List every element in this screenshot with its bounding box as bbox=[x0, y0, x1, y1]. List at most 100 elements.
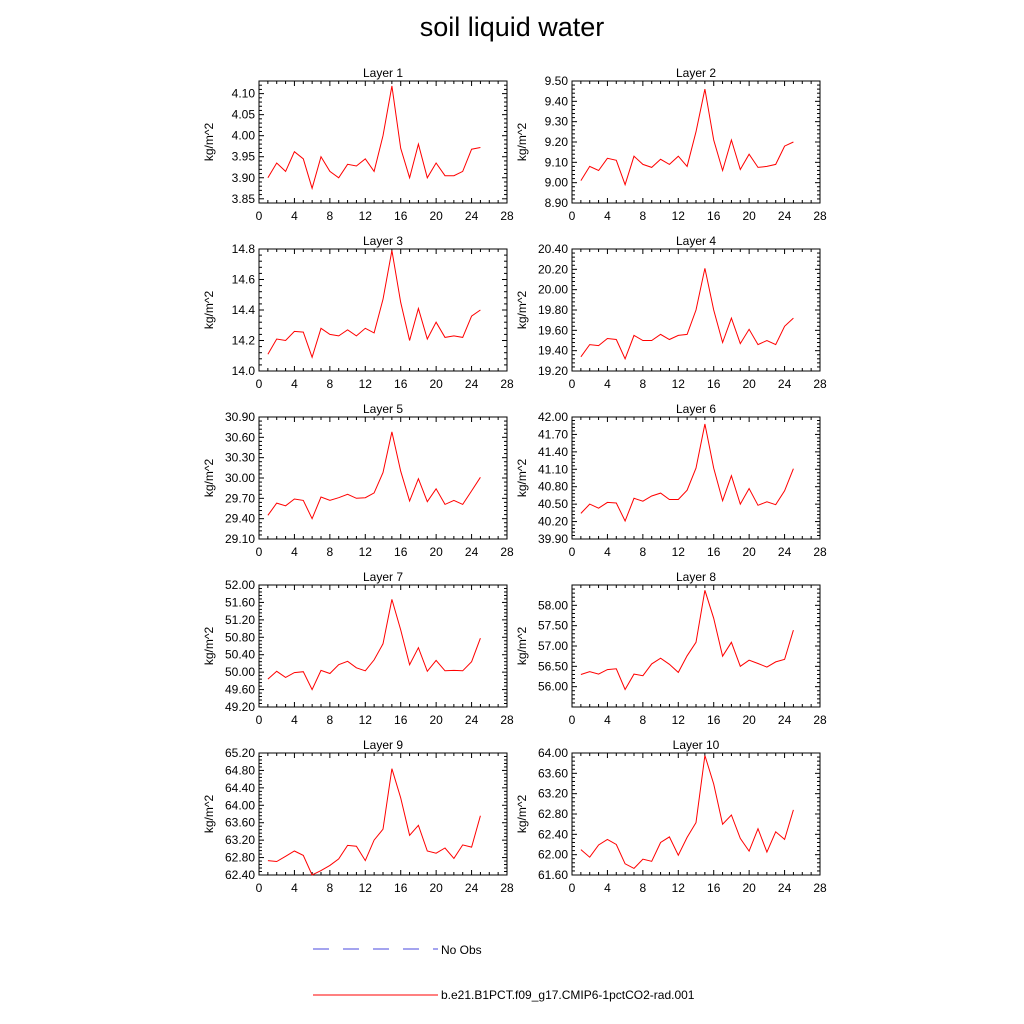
x-tick-label: 0 bbox=[256, 713, 263, 727]
x-tick-label: 4 bbox=[604, 545, 611, 559]
y-tick-label: 58.00 bbox=[538, 598, 568, 612]
y-tick-label: 40.80 bbox=[538, 480, 568, 494]
y-tick-label: 63.60 bbox=[538, 766, 568, 780]
panel-title: Layer 8 bbox=[676, 570, 716, 584]
y-tick-label: 49.60 bbox=[225, 683, 255, 697]
y-tick-label: 20.20 bbox=[538, 262, 568, 276]
x-tick-label: 20 bbox=[742, 209, 756, 223]
y-tick-label: 65.20 bbox=[225, 746, 255, 760]
x-tick-label: 24 bbox=[778, 209, 792, 223]
y-tick-label: 14.0 bbox=[232, 364, 256, 378]
x-tick-label: 12 bbox=[672, 545, 686, 559]
series-line bbox=[267, 431, 481, 520]
y-tick-label: 19.60 bbox=[538, 323, 568, 337]
x-tick-label: 20 bbox=[742, 545, 756, 559]
series-line bbox=[267, 768, 481, 876]
x-tick-label: 4 bbox=[291, 713, 298, 727]
panel-title: Layer 2 bbox=[676, 66, 716, 80]
chart-panel-layer-8: Layer 8 kg/m^2 0 4 8 12 16 20 24 28 56.00 56.50 57.0… bbox=[515, 570, 827, 727]
x-tick-label: 20 bbox=[429, 881, 443, 895]
y-tick-label: 20.40 bbox=[538, 242, 568, 256]
chart-panel-layer-4: Layer 4 kg/m^2 0 4 8 12 16 20 24 28 19.20 19.40 19.6… bbox=[515, 234, 827, 391]
y-tick-label: 62.80 bbox=[538, 807, 568, 821]
x-tick-label: 28 bbox=[500, 545, 514, 559]
y-tick-label: 14.2 bbox=[232, 334, 256, 348]
series-line bbox=[580, 590, 794, 691]
x-tick-label: 20 bbox=[429, 377, 443, 391]
x-tick-label: 4 bbox=[291, 209, 298, 223]
y-tick-label: 20.00 bbox=[538, 283, 568, 297]
x-tick-label: 12 bbox=[672, 209, 686, 223]
chart-panel-layer-7: Layer 7 kg/m^2 0 4 8 12 16 20 24 28 49.20 49.60 50.0… bbox=[202, 570, 514, 727]
x-tick-label: 8 bbox=[327, 209, 334, 223]
y-tick-label: 51.20 bbox=[225, 613, 255, 627]
y-tick-label: 62.00 bbox=[538, 848, 568, 862]
x-tick-label: 0 bbox=[569, 545, 576, 559]
x-tick-label: 28 bbox=[813, 713, 827, 727]
x-tick-label: 16 bbox=[394, 881, 408, 895]
x-tick-label: 28 bbox=[500, 377, 514, 391]
x-tick-label: 0 bbox=[256, 377, 263, 391]
y-axis-label: kg/m^2 bbox=[515, 795, 529, 834]
panel-title: Layer 7 bbox=[363, 570, 403, 584]
x-tick-label: 4 bbox=[604, 209, 611, 223]
x-tick-label: 16 bbox=[394, 377, 408, 391]
panel-title: Layer 10 bbox=[673, 738, 720, 752]
chart-panel-layer-3: Layer 3 kg/m^2 0 4 8 12 16 20 24 28 14.0 14.2 14.4 14… bbox=[202, 234, 514, 391]
x-tick-label: 12 bbox=[359, 545, 373, 559]
panel-title: Layer 4 bbox=[676, 234, 716, 248]
y-tick-label: 62.40 bbox=[225, 868, 255, 882]
y-tick-label: 62.40 bbox=[538, 827, 568, 841]
y-tick-label: 56.50 bbox=[538, 659, 568, 673]
y-tick-label: 50.40 bbox=[225, 648, 255, 662]
x-tick-label: 20 bbox=[429, 545, 443, 559]
x-tick-label: 20 bbox=[429, 209, 443, 223]
x-tick-label: 24 bbox=[778, 881, 792, 895]
x-tick-label: 4 bbox=[291, 545, 298, 559]
x-tick-label: 8 bbox=[640, 713, 647, 727]
x-tick-label: 12 bbox=[359, 209, 373, 223]
plot-frame bbox=[258, 416, 508, 540]
plot-frame bbox=[571, 752, 821, 876]
y-tick-label: 49.20 bbox=[225, 700, 255, 714]
y-tick-label: 3.85 bbox=[232, 192, 256, 206]
y-tick-label: 9.50 bbox=[545, 74, 569, 88]
y-tick-label: 9.30 bbox=[545, 115, 569, 129]
x-tick-label: 0 bbox=[569, 209, 576, 223]
x-tick-label: 12 bbox=[672, 713, 686, 727]
y-tick-label: 3.95 bbox=[232, 150, 256, 164]
y-tick-label: 9.10 bbox=[545, 155, 569, 169]
y-axis-label: kg/m^2 bbox=[515, 459, 529, 498]
y-tick-label: 30.00 bbox=[225, 471, 255, 485]
y-tick-label: 40.50 bbox=[538, 497, 568, 511]
y-tick-label: 63.20 bbox=[225, 833, 255, 847]
y-tick-label: 14.6 bbox=[232, 273, 256, 287]
series-line bbox=[267, 250, 481, 359]
x-tick-label: 16 bbox=[707, 881, 721, 895]
x-tick-label: 0 bbox=[256, 881, 263, 895]
x-tick-label: 4 bbox=[291, 377, 298, 391]
x-tick-label: 12 bbox=[359, 881, 373, 895]
y-tick-label: 4.05 bbox=[232, 108, 256, 122]
y-tick-label: 41.10 bbox=[538, 462, 568, 476]
x-tick-label: 8 bbox=[327, 545, 334, 559]
x-tick-label: 24 bbox=[778, 545, 792, 559]
x-tick-label: 12 bbox=[672, 881, 686, 895]
y-tick-label: 9.20 bbox=[545, 135, 569, 149]
y-axis-label: kg/m^2 bbox=[202, 795, 216, 834]
y-tick-label: 51.60 bbox=[225, 595, 255, 609]
x-tick-label: 16 bbox=[707, 713, 721, 727]
x-tick-label: 16 bbox=[707, 545, 721, 559]
chart-panel-layer-5: Layer 5 kg/m^2 0 4 8 12 16 20 24 28 29.10 29.40 29.7… bbox=[202, 402, 514, 559]
x-tick-label: 8 bbox=[640, 545, 647, 559]
y-axis-label: kg/m^2 bbox=[202, 459, 216, 498]
x-tick-label: 24 bbox=[465, 713, 479, 727]
panel-title: Layer 5 bbox=[363, 402, 403, 416]
y-tick-label: 8.90 bbox=[545, 196, 569, 210]
y-tick-label: 64.00 bbox=[538, 746, 568, 760]
panel-title: Layer 9 bbox=[363, 738, 403, 752]
y-tick-label: 29.70 bbox=[225, 491, 255, 505]
y-tick-label: 57.50 bbox=[538, 619, 568, 633]
x-tick-label: 20 bbox=[742, 713, 756, 727]
